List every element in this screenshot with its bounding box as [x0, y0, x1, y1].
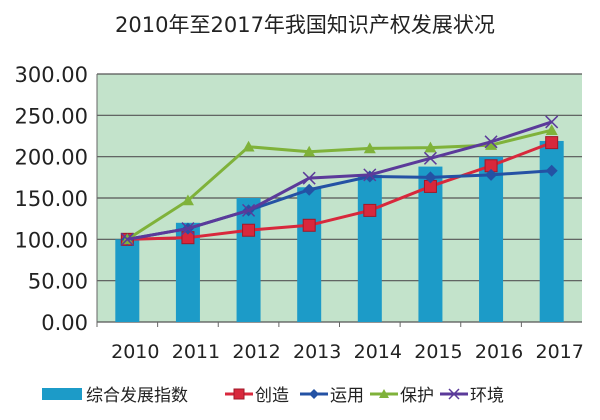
y-tick-label: 200.00 — [15, 146, 88, 170]
y-tick-label: 300.00 — [15, 63, 88, 87]
y-tick-label: 100.00 — [15, 228, 88, 252]
marker-square — [545, 136, 559, 150]
marker-diamond — [303, 183, 316, 196]
marker-x — [448, 388, 460, 400]
x-tick-label: 2011 — [172, 341, 220, 363]
marker-x — [120, 232, 134, 246]
x-tick-label: 2014 — [354, 341, 402, 363]
marker-x — [181, 222, 195, 236]
marker-x — [484, 135, 498, 149]
marker-square — [363, 203, 377, 217]
x-tick-label: 2015 — [414, 341, 462, 363]
marker-square — [242, 223, 256, 237]
legend-label: 保护 — [400, 386, 434, 406]
legend-label: 环境 — [470, 386, 504, 406]
marker-diamond — [545, 164, 558, 177]
marker-square — [233, 388, 245, 400]
chart-title: 2010年至2017年我国知识产权发展状况 — [115, 13, 495, 37]
marker-diamond — [485, 168, 498, 181]
marker-x — [423, 151, 437, 165]
legend-label: 创造 — [255, 386, 289, 406]
marker-diamond — [424, 171, 437, 184]
y-tick-label: 50.00 — [28, 270, 88, 294]
plot-area — [97, 73, 582, 323]
marker-x — [242, 203, 256, 217]
bar — [297, 187, 322, 322]
legend-swatch — [42, 388, 82, 400]
bar — [479, 156, 504, 322]
x-tick-label: 2010 — [111, 341, 159, 363]
legend-label: 运用 — [330, 386, 364, 406]
marker-triangle — [303, 145, 316, 157]
legend-label: 综合发展指数 — [86, 386, 188, 406]
x-tick-label: 2013 — [293, 341, 341, 363]
x-tick-label: 2016 — [475, 341, 523, 363]
bar — [115, 239, 140, 322]
x-tick-label: 2017 — [536, 341, 584, 363]
marker-x — [302, 171, 316, 185]
marker-triangle — [363, 142, 376, 154]
bar — [357, 174, 382, 322]
axes: 0.00 50.00 100.00 150.00 200.00 250.00 300.00 2… — [15, 63, 584, 363]
marker-triangle — [545, 124, 558, 136]
marker-triangle — [379, 389, 389, 398]
x-tick-label: 2012 — [232, 341, 280, 363]
series-line — [127, 120, 553, 241]
marker-triangle — [424, 141, 437, 153]
y-tick-label: 150.00 — [15, 187, 88, 211]
marker-diamond — [309, 389, 319, 399]
marker-triangle — [242, 140, 255, 152]
legend: 综合发展指数 创造 运用 保护 环境 — [42, 386, 504, 406]
series-line — [127, 141, 553, 241]
marker-x — [545, 115, 559, 129]
marker-square — [302, 218, 316, 232]
y-tick-label: 250.00 — [15, 104, 88, 128]
bar — [236, 198, 261, 322]
marker-x — [363, 168, 377, 182]
y-tick-label: 0.00 — [41, 311, 88, 335]
marker-triangle — [485, 139, 498, 150]
marker-triangle — [181, 194, 194, 206]
